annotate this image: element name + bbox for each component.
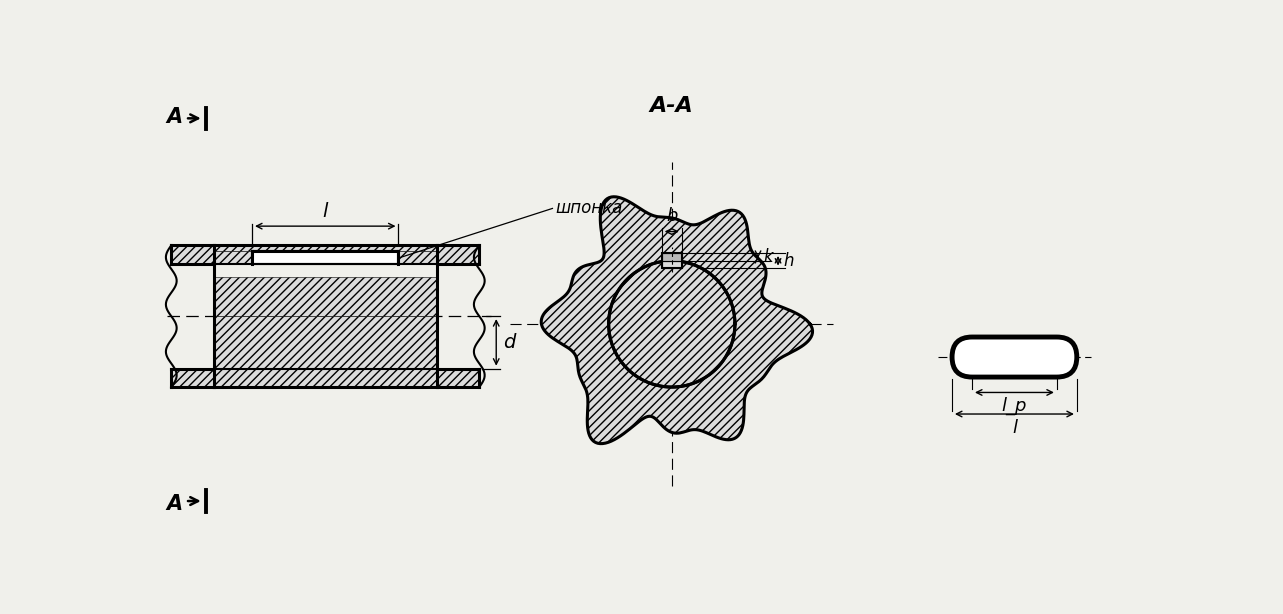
Bar: [214, 316, 438, 368]
Text: l: l: [322, 202, 328, 221]
Text: l: l: [1012, 419, 1017, 437]
Bar: [662, 253, 681, 261]
Text: h: h: [784, 252, 794, 270]
Bar: [172, 368, 214, 387]
FancyBboxPatch shape: [952, 337, 1076, 377]
Text: A-A: A-A: [650, 96, 694, 116]
Bar: [399, 251, 438, 264]
Text: b: b: [666, 206, 677, 225]
Text: A: A: [166, 494, 182, 514]
Polygon shape: [541, 196, 812, 444]
Bar: [214, 251, 253, 264]
Bar: [214, 246, 438, 251]
Bar: [253, 251, 399, 264]
Bar: [662, 261, 681, 268]
Bar: [438, 368, 480, 387]
Text: l_p: l_p: [1002, 397, 1028, 415]
Bar: [662, 253, 681, 268]
Text: d: d: [503, 333, 516, 352]
Bar: [214, 368, 438, 387]
Bar: [172, 246, 214, 264]
Bar: [438, 246, 480, 264]
Text: шпонка: шпонка: [556, 200, 622, 217]
Bar: [214, 277, 438, 316]
Text: k: k: [763, 248, 774, 266]
Text: A: A: [166, 107, 182, 127]
Circle shape: [608, 261, 735, 387]
